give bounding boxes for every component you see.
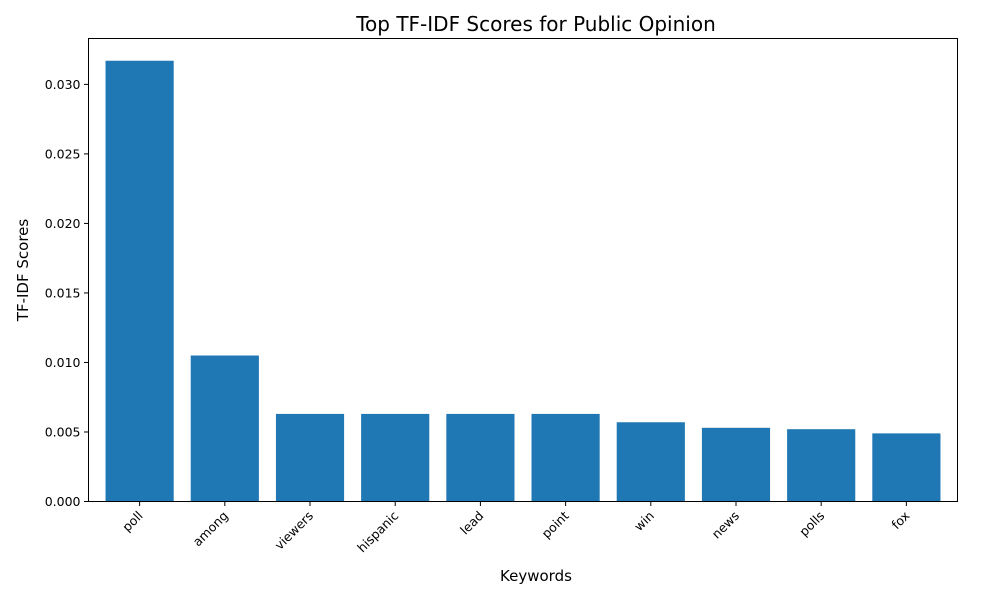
x-tick-label: news: [709, 508, 742, 541]
x-tick-label: hispanic: [354, 508, 401, 555]
bar-win: [617, 422, 685, 501]
bar-polls: [787, 429, 855, 501]
bar-among: [191, 356, 259, 502]
y-tick-label: 0.020: [45, 216, 81, 231]
y-axis-label: TF-IDF Scores: [14, 219, 32, 323]
bars-group: [106, 61, 941, 502]
x-axis-ticks: poll among viewers hispanic lead point win news…: [119, 502, 912, 556]
y-tick-label: 0.005: [45, 424, 81, 439]
y-axis-ticks: 0.000 0.005 0.010 0.015 0.020 0.025 0.030: [45, 77, 89, 509]
bar-point: [532, 414, 600, 502]
bar-viewers: [276, 414, 344, 502]
x-tick-label: viewers: [271, 508, 316, 553]
x-axis-label: Keywords: [500, 567, 572, 585]
y-tick-label: 0.000: [45, 494, 81, 509]
chart-title: Top TF-IDF Scores for Public Opinion: [355, 12, 716, 36]
y-tick-label: 0.025: [45, 146, 81, 161]
y-tick-label: 0.030: [45, 77, 81, 92]
bar-news: [702, 428, 770, 502]
x-tick-label: among: [190, 508, 231, 549]
x-tick-label: win: [631, 508, 657, 534]
x-tick-label: fox: [888, 508, 912, 532]
bar-lead: [446, 414, 514, 502]
y-tick-label: 0.010: [45, 355, 81, 370]
bar-fox: [872, 433, 940, 501]
x-tick-label: polls: [796, 508, 827, 539]
bar-hispanic: [361, 414, 429, 502]
x-tick-label: poll: [119, 508, 146, 535]
bar-poll: [106, 61, 174, 502]
x-tick-label: lead: [457, 508, 487, 538]
y-tick-label: 0.015: [45, 285, 81, 300]
x-tick-label: point: [539, 508, 572, 541]
